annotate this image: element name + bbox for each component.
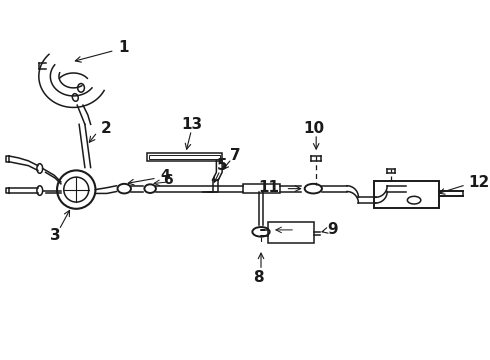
Bar: [374, 181, 439, 208]
Text: 5: 5: [217, 158, 227, 173]
Bar: [268, 222, 314, 243]
Text: 2: 2: [101, 121, 112, 136]
Text: 8: 8: [253, 270, 264, 285]
Text: 12: 12: [468, 175, 489, 190]
Text: 13: 13: [181, 117, 202, 132]
Text: 6: 6: [164, 173, 173, 187]
Text: 4: 4: [161, 168, 171, 182]
Text: 3: 3: [50, 228, 60, 243]
Text: 10: 10: [304, 121, 325, 136]
Text: 7: 7: [230, 148, 241, 163]
Bar: [147, 153, 222, 161]
Text: 11: 11: [259, 180, 280, 195]
Bar: [243, 184, 280, 193]
Bar: [149, 155, 220, 159]
Text: 9: 9: [328, 222, 338, 237]
Text: 1: 1: [119, 40, 129, 55]
